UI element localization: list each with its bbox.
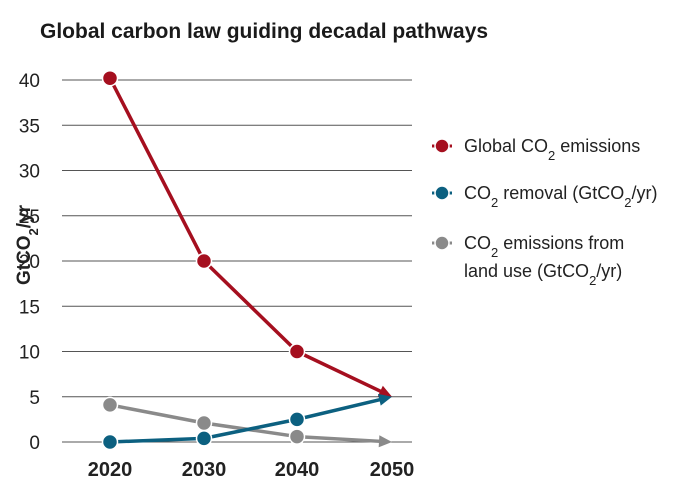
data-point-co2-removal-gtco2-yr-2020 — [101, 433, 119, 451]
legend-item-emissions: Global CO2​ emissions — [432, 136, 640, 163]
legend-label-land-use: CO2​ emissions from land use (GtCO2​/yr) — [464, 233, 629, 288]
chart-title: Global carbon law guiding decadal pathwa… — [40, 20, 488, 43]
y-tick-label-40: 40 — [19, 71, 40, 92]
y-tick-label-35: 35 — [19, 116, 40, 137]
series-arrowhead-global-co2-emissions — [377, 385, 392, 397]
series-points — [101, 69, 306, 451]
series-segment-global-co2-emissions-2 — [295, 349, 383, 394]
y-tick-label-5: 5 — [29, 388, 40, 409]
series-segment-co2-removal-gtco2-yr-1 — [202, 417, 299, 441]
series-segment-co2-emissions-from-land-use-gtco2-yr-2 — [295, 434, 382, 444]
data-point-co2-emissions-from-land-use-gtco2-yr-2030 — [195, 414, 213, 432]
y-tick-label-10: 10 — [19, 343, 40, 364]
x-tick-label-2020: 2020 — [88, 459, 133, 481]
y-axis-label: GtCO2​/yr — [14, 204, 41, 285]
x-tick-label-2050: 2050 — [370, 459, 415, 481]
legend-marker-emissions — [434, 138, 450, 154]
y-tick-label-30: 30 — [19, 162, 40, 183]
series-segment-global-co2-emissions-1 — [202, 259, 299, 354]
y-tick-label-20: 20 — [19, 252, 40, 273]
data-point-global-co2-emissions-2020 — [101, 69, 119, 87]
data-point-co2-emissions-from-land-use-gtco2-yr-2020 — [101, 396, 119, 414]
legend-item-land-use: CO2​ emissions from land use (GtCO2​/yr) — [432, 233, 629, 288]
legend: Global CO2​ emissions CO2​ removal (GtCO… — [432, 136, 658, 288]
legend-marker-removal — [434, 185, 450, 201]
legend-label-removal: CO2​ removal (GtCO2​/yr) — [464, 183, 658, 210]
data-point-co2-removal-gtco2-yr-2030 — [195, 430, 213, 447]
y-axis-label-text: GtCO2​/yr — [14, 204, 41, 285]
y-tick-label-15: 15 — [19, 297, 40, 318]
data-point-global-co2-emissions-2030 — [195, 252, 213, 270]
series-lines — [108, 76, 392, 448]
x-tick-label-2030: 2030 — [182, 459, 227, 481]
y-tick-label-0: 0 — [29, 433, 40, 454]
legend-label-emissions: Global CO2​ emissions — [464, 136, 640, 163]
x-tick-label-2040: 2040 — [275, 459, 320, 481]
grid — [62, 79, 412, 443]
legend-item-removal: CO2​ removal (GtCO2​/yr) — [432, 183, 658, 210]
data-point-co2-removal-gtco2-yr-2040 — [288, 411, 306, 428]
data-point-co2-emissions-from-land-use-gtco2-yr-2040 — [288, 428, 306, 445]
series-segment-global-co2-emissions-0 — [108, 76, 206, 263]
series-segment-co2-removal-gtco2-yr-0 — [108, 436, 206, 444]
legend-marker-land-use — [434, 235, 450, 251]
series-segment-co2-emissions-from-land-use-gtco2-yr-0 — [108, 403, 206, 425]
legend-label-land-use-line1: CO2​ emissions from — [464, 233, 624, 260]
y-tick-label-25: 25 — [19, 207, 40, 228]
x-ticks: 2020 2030 2040 2050 — [88, 459, 415, 481]
series-arrowhead-co2-removal-gtco2-yr — [377, 393, 392, 406]
legend-label-land-use-line2: land use (GtCO2​/yr) — [464, 261, 622, 288]
series-arrowhead-co2-emissions-from-land-use-gtco2-yr — [378, 435, 392, 448]
series-segment-co2-removal-gtco2-yr-2 — [295, 397, 383, 422]
y-ticks: 0 5 10 15 20 25 30 35 40 — [19, 71, 40, 454]
data-point-global-co2-emissions-2040 — [288, 343, 306, 360]
